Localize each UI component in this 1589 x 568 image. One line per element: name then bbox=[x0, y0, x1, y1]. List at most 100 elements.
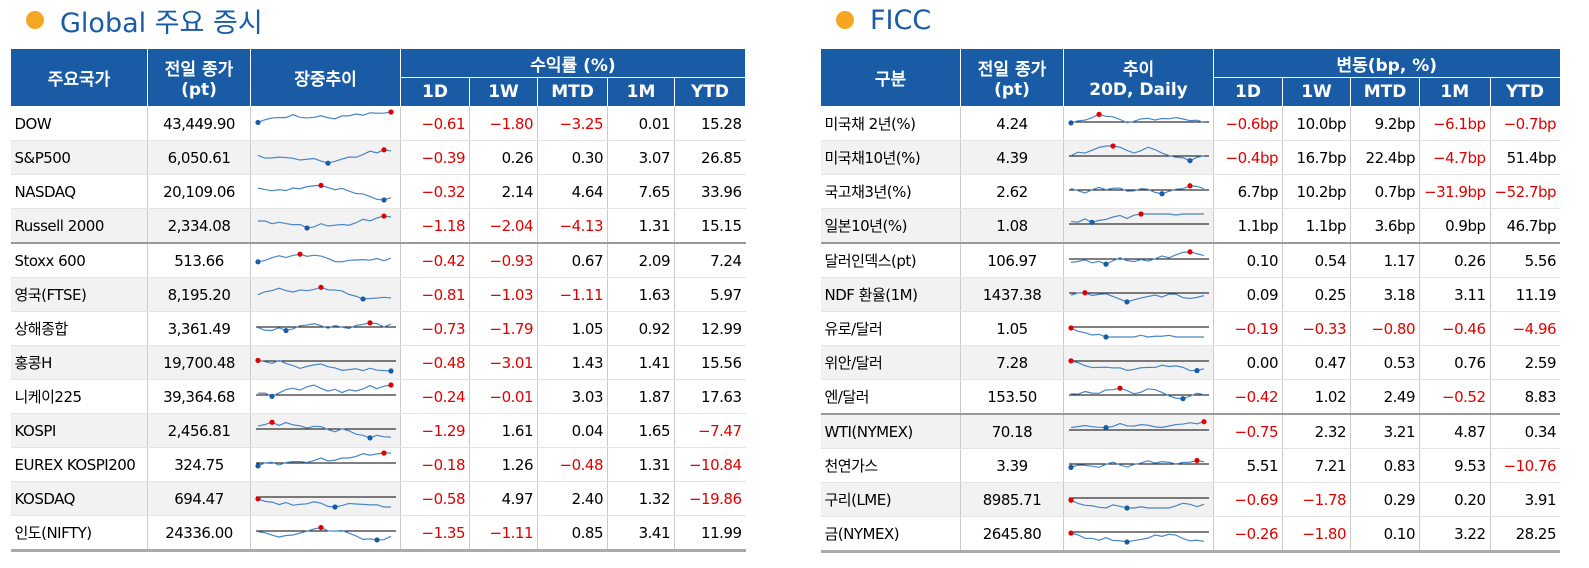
change-value: 2.09 bbox=[607, 242, 675, 278]
high-dot bbox=[255, 357, 261, 363]
trend-cell bbox=[250, 345, 401, 380]
header: MTD bbox=[1350, 77, 1420, 107]
close-value: 3.39 bbox=[960, 448, 1064, 483]
sparkline bbox=[255, 449, 396, 469]
high-dot bbox=[367, 319, 373, 325]
low-dot bbox=[1068, 464, 1074, 470]
trend-cell bbox=[1063, 277, 1214, 312]
row-label: DOW bbox=[10, 106, 148, 141]
close-value: 324.75 bbox=[147, 447, 251, 482]
change-value: −0.42 bbox=[1213, 379, 1283, 415]
trend-cell bbox=[250, 208, 401, 244]
close-value: 153.50 bbox=[960, 379, 1064, 415]
change-value: −4.96 bbox=[1489, 311, 1561, 346]
table-row: KOSDAQ 694.47 −0.58 4.97 2.40 1.32 −19.86 bbox=[10, 481, 746, 516]
low-dot bbox=[332, 503, 338, 510]
change-value: 1.1bp bbox=[1282, 208, 1351, 244]
high-dot bbox=[1068, 357, 1074, 363]
sparkline bbox=[1068, 111, 1209, 125]
bullet bbox=[26, 11, 44, 29]
sparkline bbox=[255, 251, 392, 264]
close-value: 3,361.49 bbox=[147, 311, 251, 346]
change-value: −1.79 bbox=[469, 311, 538, 346]
table-row: 홍콩H 19,700.48 −0.48 −3.01 1.43 1.41 15.56 bbox=[10, 345, 746, 380]
row-label: WTI(NYMEX) bbox=[820, 413, 961, 449]
close-value: 1437.38 bbox=[960, 277, 1064, 312]
header: 수익률 (%) bbox=[400, 48, 746, 78]
high-dot bbox=[1068, 324, 1074, 331]
header: 전일 종가 (pt) bbox=[147, 48, 251, 107]
trend-cell bbox=[1063, 140, 1214, 175]
header: 구분 bbox=[820, 48, 961, 107]
change-value: 0.7bp bbox=[1350, 174, 1420, 209]
change-value: 0.53 bbox=[1350, 345, 1420, 380]
trend-cell bbox=[1063, 448, 1214, 483]
header-text: (pt) bbox=[994, 80, 1030, 100]
high-dot bbox=[381, 449, 387, 456]
change-value: −0.19 bbox=[1213, 311, 1283, 346]
header-text: 전일 종가 bbox=[977, 60, 1047, 80]
left-section: Global 주요 증시 주요국가 전일 종가 (pt) 장중추이 수익률 (%)… bbox=[10, 0, 746, 552]
sparkline bbox=[1068, 457, 1209, 470]
header-text: (pt) bbox=[181, 80, 217, 100]
trend-line bbox=[257, 526, 392, 541]
row-label: S&P500 bbox=[10, 140, 148, 175]
trend-line bbox=[257, 451, 391, 466]
change-value: 2.59 bbox=[1489, 345, 1561, 380]
change-value: 1.05 bbox=[537, 311, 608, 346]
close-value: 6,050.61 bbox=[147, 140, 251, 175]
change-value: 5.56 bbox=[1489, 242, 1561, 278]
sparkline bbox=[1069, 248, 1209, 267]
change-value: 2.49 bbox=[1350, 379, 1420, 415]
high-dot bbox=[1187, 182, 1193, 188]
change-value: 4.97 bbox=[469, 481, 538, 516]
low-dot bbox=[1180, 395, 1186, 401]
trend-line bbox=[257, 110, 392, 123]
header: 1D bbox=[1213, 77, 1283, 107]
row-label: KOSDAQ bbox=[10, 481, 148, 516]
trend-cell bbox=[1063, 174, 1214, 209]
row-label: 미국채 2년(%) bbox=[820, 106, 961, 141]
sparkline bbox=[255, 495, 396, 510]
change-value: 1.87 bbox=[607, 379, 675, 414]
change-value: −0.93 bbox=[469, 242, 538, 278]
change-value: 9.53 bbox=[1419, 448, 1491, 483]
close-value: 2.62 bbox=[960, 174, 1064, 209]
high-dot bbox=[1138, 210, 1144, 217]
header: 1W bbox=[469, 77, 538, 107]
low-dot bbox=[255, 119, 261, 125]
trend-cell bbox=[1063, 379, 1214, 415]
change-value: 7.65 bbox=[607, 174, 675, 209]
change-value: 0.25 bbox=[1282, 277, 1351, 312]
trend-line bbox=[257, 286, 392, 300]
table-row: WTI(NYMEX) 70.18 −0.75 2.32 3.21 4.87 0.34 bbox=[820, 413, 1561, 449]
change-value: −0.42 bbox=[400, 242, 470, 278]
table-row: 미국채10년(%) 4.39 −0.4bp 16.7bp 22.4bp −4.7bp 51.… bbox=[820, 140, 1561, 175]
row-label: 일본10년(%) bbox=[820, 208, 961, 244]
header: 1M bbox=[607, 77, 675, 107]
header: 1W bbox=[1282, 77, 1351, 107]
change-value: −0.48 bbox=[537, 447, 608, 482]
change-value: 33.96 bbox=[674, 174, 746, 209]
row-label: 인도(NIFTY) bbox=[10, 515, 148, 551]
row-label: NDF 환율(1M) bbox=[820, 277, 961, 312]
close-value: 43,449.90 bbox=[147, 106, 251, 141]
sparkline bbox=[1068, 357, 1209, 373]
table-row: 상해종합 3,361.49 −0.73 −1.79 1.05 0.92 12.99 bbox=[10, 311, 746, 346]
change-value: 0.34 bbox=[1489, 413, 1561, 449]
change-value: 3.18 bbox=[1350, 277, 1420, 312]
change-value: 15.28 bbox=[674, 106, 746, 141]
change-value: 7.21 bbox=[1282, 448, 1351, 483]
table-row: S&P500 6,050.61 −0.39 0.26 0.30 3.07 26.85 bbox=[10, 140, 746, 175]
row-label: EUREX KOSPI200 bbox=[10, 447, 148, 482]
sparkline bbox=[256, 419, 396, 440]
table-row: 니케이225 39,364.68 −0.24 −0.01 3.03 1.87 17.63 bbox=[10, 379, 746, 414]
change-value: 0.76 bbox=[1419, 345, 1491, 380]
trend-line bbox=[1070, 420, 1205, 428]
change-value: −2.04 bbox=[469, 208, 538, 244]
header: 추이 20D, Daily bbox=[1063, 48, 1214, 107]
change-value: −7.47 bbox=[674, 413, 746, 448]
change-value: 0.26 bbox=[469, 140, 538, 175]
change-value: −0.75 bbox=[1213, 413, 1283, 449]
